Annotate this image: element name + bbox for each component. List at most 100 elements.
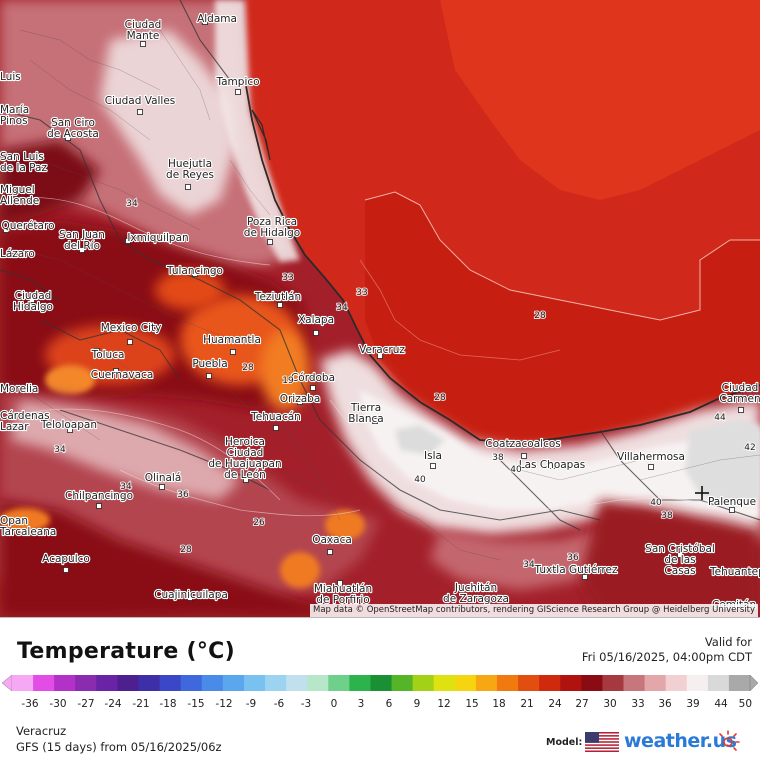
city-teloloapan: Teloloapan: [39, 418, 98, 433]
color-scale-segment: [644, 675, 667, 691]
color-scale-segment: [201, 675, 224, 691]
city-label: Tampico: [215, 76, 259, 88]
edge-label: Pinos: [0, 115, 28, 127]
isotherm-label: 19: [282, 376, 294, 386]
isotherm-label: 28: [534, 311, 546, 321]
color-scale-tick: -9: [245, 698, 257, 710]
color-scale-segment: [728, 675, 751, 691]
city-marker: [3, 227, 9, 233]
city-marker: [297, 399, 303, 405]
color-scale-segment: [412, 675, 435, 691]
city-marker: [648, 464, 654, 470]
city-marker: [65, 135, 71, 141]
isotherm-label: 44: [714, 413, 726, 423]
edge-label: Lazar: [0, 421, 29, 433]
city-marker: [337, 580, 343, 586]
color-scale-tick: 6: [385, 698, 393, 710]
color-scale-tick: -6: [273, 698, 285, 710]
isotherm-label: 33: [356, 288, 367, 298]
color-scale-segment: [496, 675, 519, 691]
isotherm-label: 40: [650, 498, 662, 508]
gulf-darker-band: [440, 0, 760, 200]
edge-label: Lázaro: [0, 248, 35, 260]
city-oaxaca: Oaxaca: [311, 533, 353, 555]
city-tampico: Tampico: [214, 75, 261, 95]
valid-date: Fri 05/16/2025, 04:00pm CDT: [581, 650, 752, 664]
edge-label: Cárdenas: [0, 410, 50, 422]
city-label: Blanca: [348, 413, 383, 425]
city-marker: [137, 109, 143, 115]
color-scale-tick: 3: [357, 698, 365, 710]
isotherm-label: 28: [434, 393, 446, 403]
northwest-pale-areas: [100, 30, 235, 215]
city-label: Cuajinicuilapa: [154, 589, 228, 601]
color-scale-segment: [54, 675, 76, 691]
edge-label: de la Paz: [0, 162, 47, 174]
color-scale-ticks: -36 -30 -27 -24 -21 -18 -15 -12 -9 -6 -3 0 3 6 9 12 15 18…: [0, 698, 760, 712]
city-huamantla: Huamantla: [202, 333, 262, 355]
city-label: Isla: [424, 450, 442, 462]
isotherm-gulf-2: [359, 259, 561, 361]
city-label: Olinalá: [145, 472, 182, 484]
state-borders: [0, 0, 760, 531]
city-label: Cuernavaca: [91, 369, 154, 381]
city-label: de León: [224, 469, 266, 481]
city-label: de Acosta: [47, 128, 99, 140]
brand-logo[interactable]: weather.us: [624, 730, 737, 752]
color-scale-tick: 36: [658, 698, 672, 710]
municipal-borders: [9, 29, 760, 561]
isotherm-gulf: [364, 191, 760, 321]
city-marker: [125, 238, 131, 244]
hot-oaxaca: [325, 510, 365, 540]
legend-panel: Temperature (°C) Valid for Fri 05/16/202…: [0, 617, 760, 760]
temperature-map[interactable]: Ciudad Mante Aldama Tampico Ciudad Valles San…: [0, 0, 760, 617]
city-marker: [372, 418, 378, 424]
city-label: San Juan: [59, 229, 105, 241]
city-label: Xalapa: [298, 314, 334, 326]
city-ixmiquilpan: Ixmiquilpan: [125, 231, 190, 245]
city-quer-taro: Querétaro: [0, 219, 55, 233]
city-marker: [729, 507, 735, 513]
map-attribution[interactable]: Map data © OpenStreetMap contributors, r…: [310, 604, 758, 617]
city-label: Mante: [127, 30, 160, 42]
color-scale-tick: 12: [437, 698, 451, 710]
city-las-choapas: Las Choapas: [518, 458, 587, 472]
color-scale-segment: [433, 675, 456, 691]
city-marker: [192, 271, 198, 277]
hot-basin-toluca: [45, 365, 95, 395]
color-scale-tick: 0: [330, 698, 338, 710]
color-scale-segment: [518, 675, 540, 691]
us-flag-icon: [585, 732, 619, 752]
city-tuxtla-guti-rrez: Tuxtla Gutiérrez: [532, 563, 619, 580]
color-scale-tick: 39: [686, 698, 700, 710]
city-label: Chilpancingo: [65, 490, 133, 502]
pacific-coast-dark: [0, 500, 360, 617]
city-label: Orizaba: [280, 393, 321, 405]
city-marker: [327, 549, 333, 555]
city-marker: [140, 41, 146, 47]
city-label: Las Choapas: [519, 459, 586, 471]
city-marker: [127, 339, 133, 345]
city-ciudad-valles: Ciudad Valles: [104, 94, 176, 115]
color-scale-tick: 15: [465, 698, 479, 710]
city-marker: [377, 353, 383, 359]
color-scale-segment: [539, 675, 561, 691]
city-marker: [202, 19, 208, 25]
color-scale-tick: -18: [159, 698, 177, 710]
city-label: Palenque: [708, 496, 756, 508]
city-marker: [521, 453, 527, 459]
isotherm-label: 34: [120, 482, 132, 492]
city-label: Ciudad: [125, 19, 162, 31]
isthmus-pink: [430, 530, 620, 590]
isotherm-label: 40: [510, 465, 522, 475]
edge-label: San Luis: [0, 151, 44, 163]
color-scale-tick: 33: [631, 698, 645, 710]
